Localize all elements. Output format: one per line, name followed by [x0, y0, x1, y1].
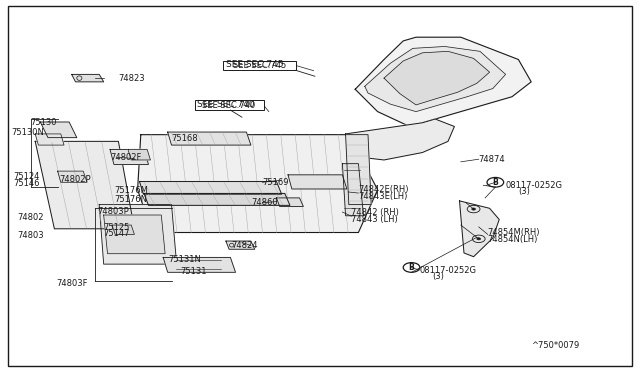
Text: 74823: 74823	[118, 74, 145, 83]
Text: 75168: 75168	[172, 134, 198, 143]
Polygon shape	[355, 37, 531, 126]
Text: 75130: 75130	[31, 118, 57, 126]
Text: 75146: 75146	[13, 179, 39, 187]
Bar	[223, 61, 296, 70]
Text: 08117-0252G: 08117-0252G	[506, 181, 563, 190]
Polygon shape	[35, 134, 64, 145]
Polygon shape	[460, 201, 499, 257]
Text: 74842E(RH): 74842E(RH)	[358, 185, 409, 194]
Text: 75131: 75131	[180, 267, 207, 276]
Text: 74854N(LH): 74854N(LH)	[488, 235, 538, 244]
Text: 74824: 74824	[232, 241, 258, 250]
Polygon shape	[163, 257, 236, 272]
Circle shape	[472, 208, 476, 210]
Text: 75131N: 75131N	[168, 255, 201, 264]
Text: 74860: 74860	[252, 198, 278, 207]
Polygon shape	[140, 182, 282, 194]
Polygon shape	[288, 175, 347, 189]
Polygon shape	[384, 51, 490, 105]
Text: 74802: 74802	[17, 213, 44, 222]
Text: 74803P: 74803P	[97, 207, 129, 216]
Polygon shape	[342, 164, 364, 216]
Text: SEE SEC.745: SEE SEC.745	[226, 60, 284, 69]
Polygon shape	[40, 122, 77, 138]
Text: 74843E(LH): 74843E(LH)	[358, 192, 408, 201]
Polygon shape	[144, 193, 290, 205]
Text: 75169: 75169	[262, 178, 289, 187]
Text: 08117-0252G: 08117-0252G	[419, 266, 476, 275]
Text: 75130N: 75130N	[12, 128, 44, 137]
Text: SEE SEC.745: SEE SEC.745	[233, 61, 286, 70]
Text: 74802P: 74802P	[60, 175, 91, 184]
Polygon shape	[112, 225, 134, 234]
Polygon shape	[168, 132, 251, 145]
Bar	[195, 100, 264, 110]
Polygon shape	[226, 241, 255, 249]
Polygon shape	[110, 150, 148, 164]
Text: B: B	[493, 178, 498, 187]
Text: 74874: 74874	[479, 155, 506, 164]
Text: (3): (3)	[518, 187, 531, 196]
Text: 74803F: 74803F	[56, 279, 88, 288]
Circle shape	[477, 238, 481, 240]
Text: SEE SEC.740: SEE SEC.740	[202, 101, 256, 110]
Text: ^750*0079: ^750*0079	[531, 341, 579, 350]
Text: 74803: 74803	[17, 231, 44, 240]
Polygon shape	[58, 171, 87, 182]
Text: B: B	[409, 263, 414, 272]
Text: 75125: 75125	[104, 223, 130, 232]
Polygon shape	[99, 205, 177, 264]
Text: 74802F: 74802F	[111, 153, 142, 162]
Text: 74854M(RH): 74854M(RH)	[488, 228, 540, 237]
Text: (3): (3)	[432, 272, 444, 281]
Polygon shape	[276, 198, 303, 206]
Polygon shape	[104, 215, 165, 254]
Text: 74842 (RH): 74842 (RH)	[351, 208, 399, 217]
Text: 75124: 75124	[13, 172, 39, 181]
Polygon shape	[72, 74, 104, 82]
Polygon shape	[138, 135, 378, 232]
Polygon shape	[365, 46, 506, 112]
Text: 74843 (LH): 74843 (LH)	[351, 215, 398, 224]
Polygon shape	[128, 150, 150, 160]
Text: 75176N: 75176N	[114, 195, 147, 203]
Polygon shape	[346, 119, 454, 160]
Text: 75147: 75147	[104, 229, 130, 238]
Text: 75176M: 75176M	[114, 186, 148, 195]
Text: SEE SEC.740: SEE SEC.740	[197, 100, 255, 109]
Polygon shape	[346, 135, 371, 205]
Polygon shape	[35, 141, 134, 229]
